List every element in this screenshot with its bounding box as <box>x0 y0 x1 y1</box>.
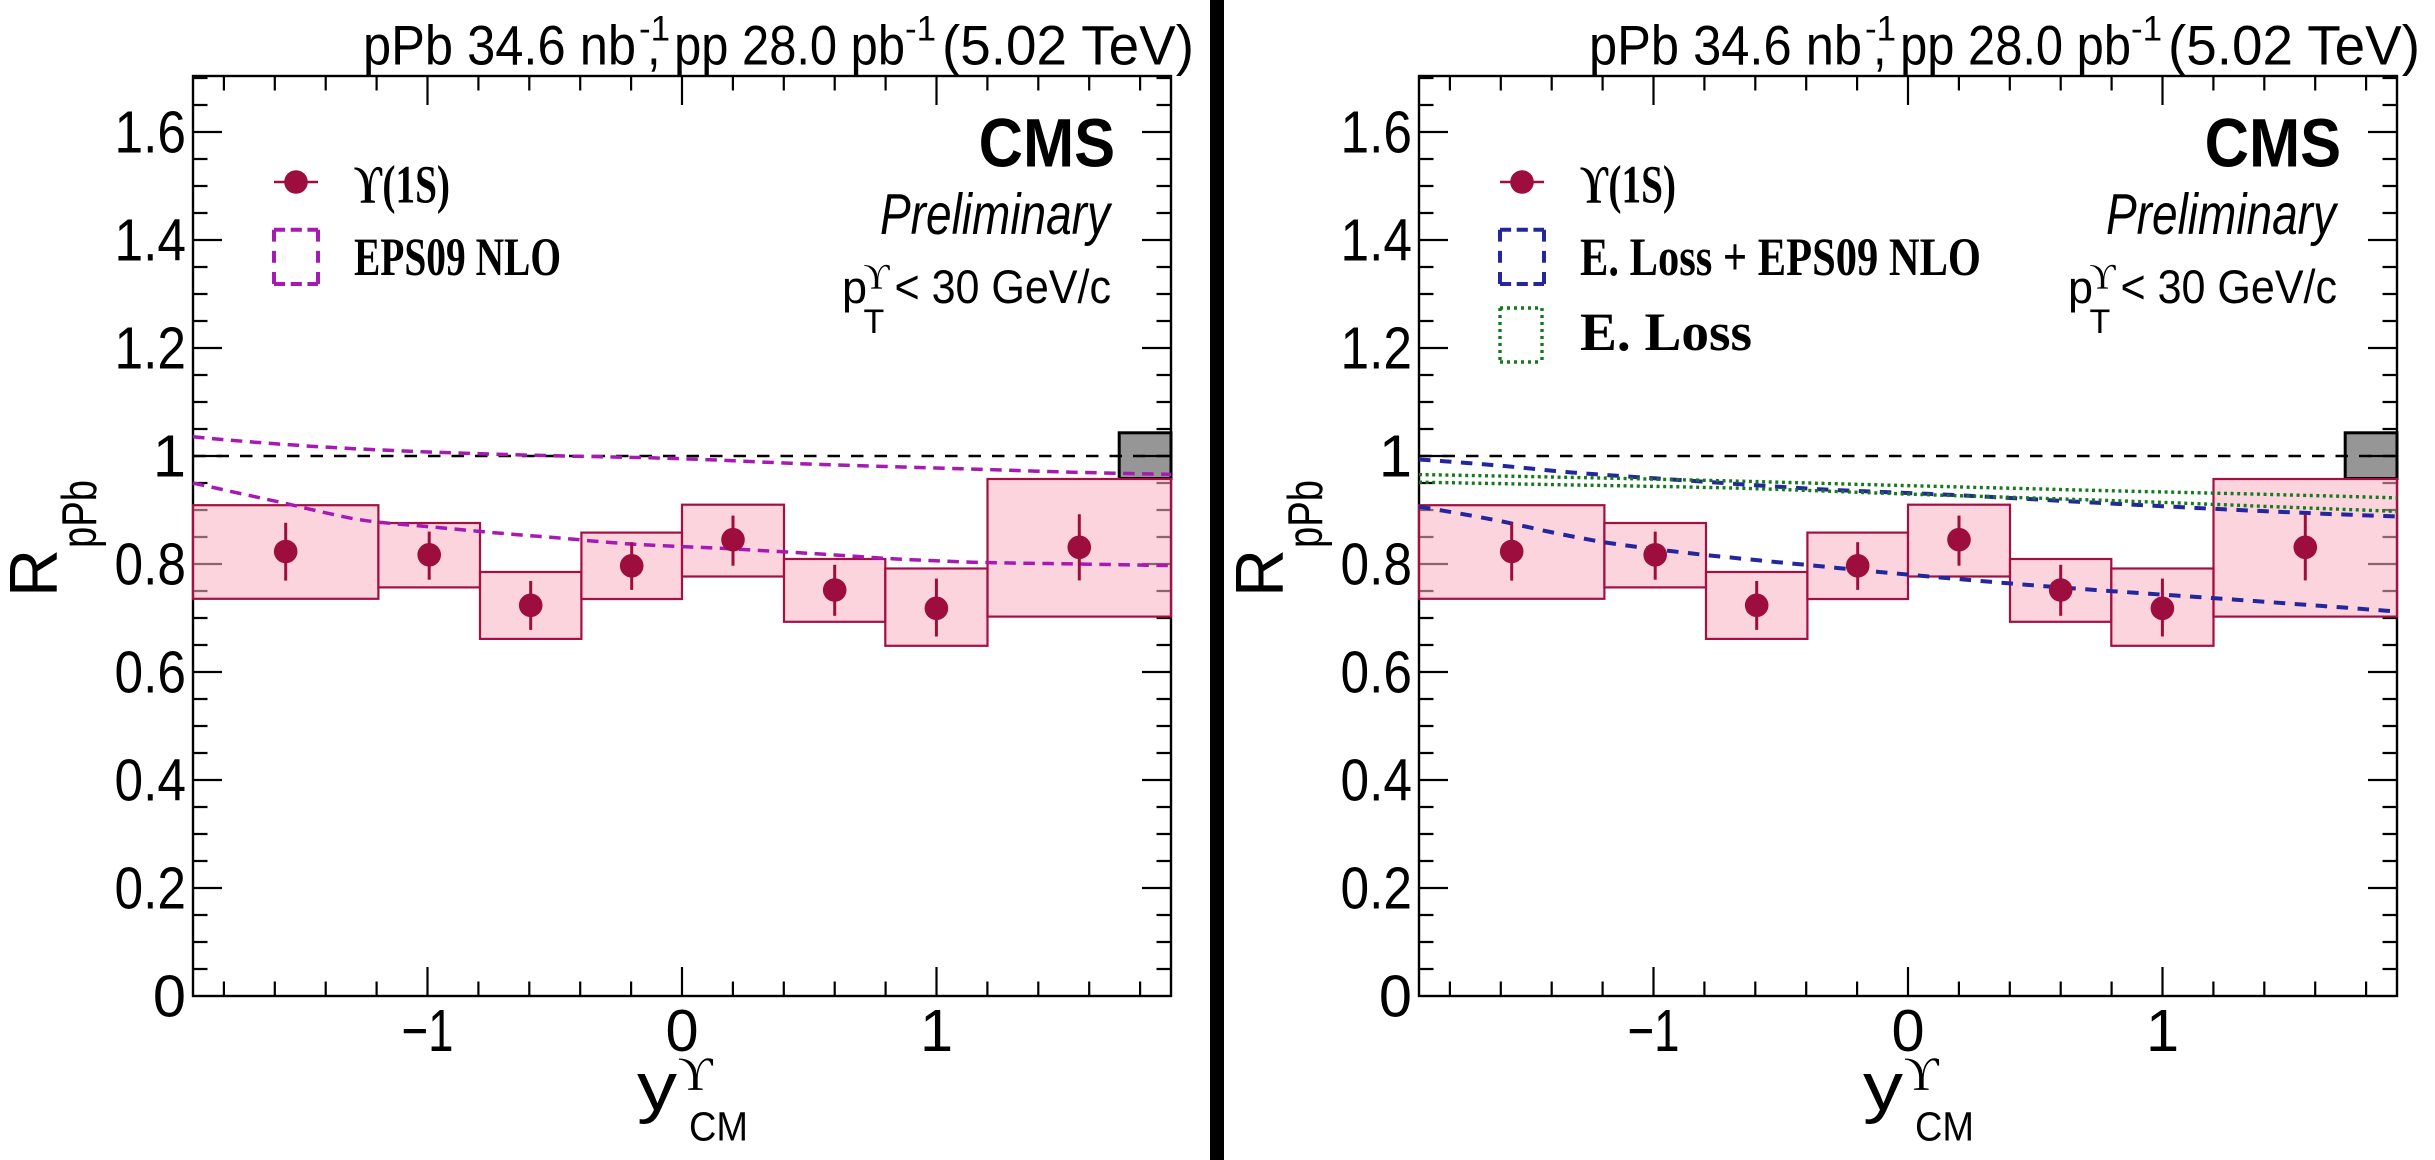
svg-text:pPb 34.6 nb: pPb 34.6 nb <box>363 14 636 77</box>
svg-text:1: 1 <box>1379 423 1412 490</box>
svg-text:0.4: 0.4 <box>1341 747 1413 814</box>
svg-text:1.6: 1.6 <box>115 99 187 166</box>
svg-text:y: y <box>1863 1049 1903 1125</box>
svg-text:1.2: 1.2 <box>1341 315 1413 382</box>
svg-text:y: y <box>637 1049 677 1125</box>
svg-text:R: R <box>1222 549 1298 597</box>
svg-text:, pp 28.0 pb: , pp 28.0 pb <box>1873 14 2131 77</box>
svg-text:-1: -1 <box>905 10 936 49</box>
svg-text:0.6: 0.6 <box>1341 639 1413 706</box>
svg-text:E. Loss: E. Loss <box>1580 302 1752 362</box>
svg-text:0.8: 0.8 <box>115 531 187 598</box>
svg-text:0.6: 0.6 <box>115 639 187 706</box>
svg-text:, pp 28.0 pb: , pp 28.0 pb <box>647 14 905 77</box>
svg-text:R: R <box>0 549 72 597</box>
svg-text:0: 0 <box>665 997 698 1064</box>
svg-text:0: 0 <box>153 963 186 1030</box>
svg-text:p: p <box>2068 262 2093 313</box>
svg-text:pPb: pPb <box>53 480 107 548</box>
svg-text:(5.02 TeV): (5.02 TeV) <box>2168 14 2420 77</box>
svg-text:(5.02 TeV): (5.02 TeV) <box>942 14 1194 77</box>
svg-text:0.4: 0.4 <box>115 747 187 814</box>
svg-text:0.2: 0.2 <box>115 855 187 922</box>
svg-text:0: 0 <box>1379 963 1412 1030</box>
svg-text:Preliminary: Preliminary <box>880 183 1113 247</box>
svg-text:ϒ: ϒ <box>1904 1048 1940 1101</box>
svg-text:1: 1 <box>920 997 953 1064</box>
svg-text:ϒ(1S): ϒ(1S) <box>1580 155 1676 215</box>
svg-text:0: 0 <box>1891 997 1924 1064</box>
svg-text:-1: -1 <box>1865 10 1896 49</box>
svg-text:CMS: CMS <box>2205 105 2342 182</box>
svg-text:1.4: 1.4 <box>1341 207 1413 274</box>
svg-text:ϒ: ϒ <box>678 1048 714 1101</box>
svg-text:-1: -1 <box>639 10 670 49</box>
svg-text:E. Loss + EPS09 NLO: E. Loss + EPS09 NLO <box>1580 227 1981 287</box>
svg-text:−1: −1 <box>1628 997 1680 1064</box>
svg-text:1.6: 1.6 <box>1341 99 1413 166</box>
svg-text:1: 1 <box>153 423 186 490</box>
svg-text:CM: CM <box>1915 1103 1974 1149</box>
svg-text:CM: CM <box>689 1103 748 1149</box>
svg-text:1.2: 1.2 <box>115 315 187 382</box>
svg-text:T: T <box>864 303 885 341</box>
svg-text:pPb: pPb <box>1279 480 1333 548</box>
svg-text:ϒ: ϒ <box>864 257 891 297</box>
svg-text:1.4: 1.4 <box>115 207 187 274</box>
svg-text:ϒ(1S): ϒ(1S) <box>354 155 450 215</box>
svg-text:< 30 GeV/c: < 30 GeV/c <box>895 260 1112 313</box>
svg-text:< 30 GeV/c: < 30 GeV/c <box>2121 260 2338 313</box>
svg-text:EPS09 NLO: EPS09 NLO <box>354 227 561 287</box>
svg-text:−1: −1 <box>402 997 454 1064</box>
svg-text:Preliminary: Preliminary <box>2106 183 2339 247</box>
svg-text:CMS: CMS <box>979 105 1116 182</box>
svg-text:pPb 34.6 nb: pPb 34.6 nb <box>1589 14 1862 77</box>
svg-text:p: p <box>842 262 867 313</box>
svg-text:1: 1 <box>2146 997 2179 1064</box>
svg-text:0.8: 0.8 <box>1341 531 1413 598</box>
svg-text:-1: -1 <box>2131 10 2162 49</box>
svg-text:0.2: 0.2 <box>1341 855 1413 922</box>
svg-text:T: T <box>2090 303 2111 341</box>
svg-text:ϒ: ϒ <box>2090 257 2117 297</box>
